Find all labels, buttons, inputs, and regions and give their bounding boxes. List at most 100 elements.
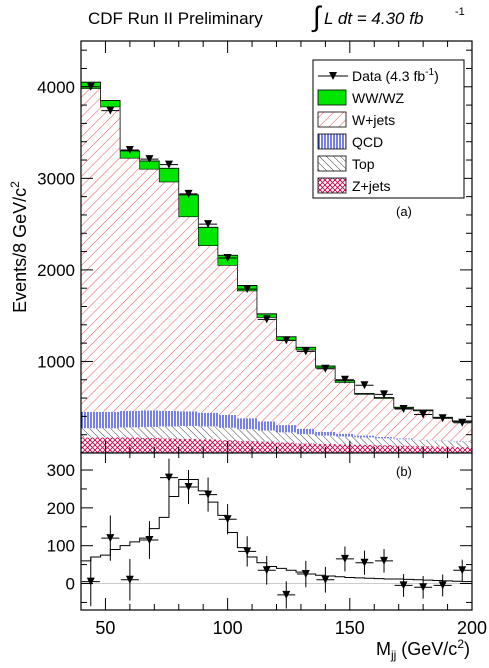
data-point-a bbox=[458, 418, 467, 427]
legend: Data (4.3 fb-1) WW/WZ W+jets QCD Top Z+j… bbox=[312, 59, 465, 199]
y-axis-b: 0 100 200 300 bbox=[47, 461, 472, 603]
bar-w-jets bbox=[432, 418, 453, 441]
bar-z-jets bbox=[335, 444, 355, 453]
y-axis-label: Events/8 GeV/c2 bbox=[8, 181, 30, 313]
bar-top bbox=[100, 428, 121, 438]
bar-ww-wz bbox=[178, 194, 199, 218]
bar-qcd bbox=[217, 415, 238, 428]
legend-swatch-top bbox=[317, 155, 347, 172]
bar-top bbox=[393, 439, 414, 446]
panel-a: 1000 2000 3000 4000 Events/8 GeV/c2 (a) Dat… bbox=[8, 40, 473, 454]
data-point-a bbox=[399, 405, 408, 414]
bar-w-jets bbox=[100, 106, 121, 412]
bar-qcd bbox=[237, 418, 257, 430]
data-points-b bbox=[81, 458, 472, 609]
legend-label-qcd: QCD bbox=[352, 134, 383, 150]
data-point-a bbox=[301, 347, 310, 356]
legend-label-w-jets: W+jets bbox=[352, 112, 395, 128]
bar-top bbox=[452, 442, 472, 448]
bar-qcd bbox=[276, 425, 297, 433]
data-point-b bbox=[125, 575, 134, 584]
bar-qcd bbox=[198, 412, 218, 427]
bar-top bbox=[296, 434, 316, 444]
bar-qcd bbox=[139, 410, 160, 427]
y-tick-label-a: 3000 bbox=[37, 169, 75, 188]
data-point-b bbox=[145, 536, 154, 545]
bar-z-jets bbox=[276, 442, 297, 453]
y-tick-label-a: 4000 bbox=[37, 78, 75, 97]
stack-outline bbox=[80, 81, 472, 453]
data-point-b bbox=[380, 556, 389, 565]
data-point-a bbox=[145, 155, 154, 164]
x-tick-label: 50 bbox=[95, 618, 115, 638]
bar-w-jets bbox=[198, 245, 218, 413]
bar-z-jets bbox=[374, 445, 394, 453]
x-axis-b: 50 100 150 200 bbox=[80, 453, 487, 638]
bar-z-jets bbox=[237, 441, 257, 453]
bar-w-jets bbox=[237, 290, 257, 419]
y-tick-label-b: 0 bbox=[66, 575, 75, 594]
bar-qcd bbox=[296, 428, 316, 435]
data-point-b bbox=[204, 490, 213, 499]
legend-data-marker bbox=[329, 72, 337, 80]
bar-top bbox=[81, 428, 101, 438]
data-point-a bbox=[340, 375, 349, 384]
bar-z-jets bbox=[354, 444, 375, 453]
bar-w-jets bbox=[81, 88, 101, 412]
data-point-a bbox=[262, 315, 271, 324]
x-axis-label: Mjj (GeV/c2) bbox=[376, 637, 470, 662]
bar-top bbox=[276, 432, 297, 443]
legend-label-z-jets: Z+jets bbox=[352, 178, 391, 194]
data-point-a bbox=[419, 410, 428, 419]
x-tick-label: 200 bbox=[457, 618, 487, 638]
data-point-b bbox=[282, 590, 291, 599]
bar-qcd bbox=[335, 433, 355, 437]
bar-z-jets bbox=[256, 441, 277, 453]
data-point-a bbox=[360, 381, 369, 390]
bar-qcd bbox=[315, 431, 336, 436]
bar-w-jets bbox=[335, 382, 355, 434]
legend-data-label: Data (4.3 fb-1) bbox=[352, 67, 439, 84]
bar-top bbox=[413, 440, 433, 447]
legend-swatch-z-jets bbox=[317, 177, 347, 194]
data-point-b bbox=[438, 581, 447, 590]
bar-w-jets bbox=[120, 158, 140, 411]
legend-label-ww-wz: WW/WZ bbox=[352, 90, 405, 106]
bar-w-jets bbox=[159, 181, 179, 411]
bar-top bbox=[159, 426, 179, 439]
data-point-a bbox=[106, 106, 115, 115]
bar-z-jets bbox=[452, 447, 472, 453]
data-point-b bbox=[301, 570, 310, 579]
bar-top bbox=[432, 441, 453, 447]
bar-qcd bbox=[354, 435, 375, 438]
legend-item-data: Data (4.3 fb-1) bbox=[318, 67, 439, 84]
legend-label-top: Top bbox=[352, 156, 375, 172]
bar-w-jets bbox=[393, 408, 414, 439]
y-tick-label-b: 200 bbox=[47, 499, 75, 518]
data-point-a bbox=[438, 414, 447, 423]
bar-qcd bbox=[100, 411, 121, 429]
x-axis-a-ticks bbox=[80, 41, 473, 453]
figure-title: CDF Run II Preliminary ∫ L dt = 4.30 fb … bbox=[88, 1, 465, 33]
data-point-b bbox=[340, 554, 349, 563]
data-point-a bbox=[184, 189, 193, 198]
bar-top bbox=[237, 429, 257, 442]
bar-z-jets bbox=[178, 438, 199, 453]
bar-qcd bbox=[256, 421, 277, 431]
x-tick-label: 150 bbox=[335, 618, 365, 638]
data-point-b bbox=[106, 534, 115, 543]
bar-top bbox=[217, 427, 238, 441]
y-tick-label-b: 300 bbox=[47, 461, 75, 480]
title-lumi: L dt = 4.30 fb bbox=[324, 9, 423, 28]
bar-ww-wz bbox=[198, 227, 219, 246]
bar-top bbox=[139, 426, 160, 438]
stacked-histogram bbox=[80, 81, 473, 453]
data-point-b bbox=[399, 581, 408, 590]
bar-qcd bbox=[393, 438, 414, 440]
bar-top bbox=[354, 437, 375, 445]
bar-z-jets bbox=[296, 443, 316, 453]
data-point-b bbox=[243, 547, 252, 556]
data-point-b bbox=[86, 577, 95, 586]
y-tick-label-a: 2000 bbox=[37, 261, 75, 280]
bar-ww-wz bbox=[100, 100, 121, 108]
